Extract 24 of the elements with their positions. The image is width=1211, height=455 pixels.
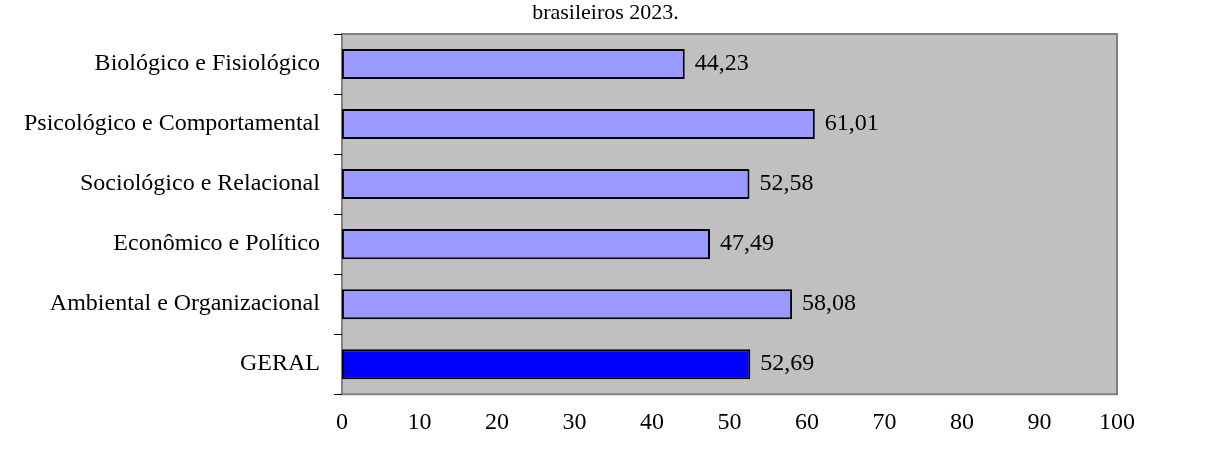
y-tick-label: Sociológico e Relacional [80, 169, 321, 196]
data-label: 52,69 [760, 349, 815, 376]
x-tick-label: 20 [484, 407, 509, 434]
data-label: 47,49 [720, 229, 775, 256]
chart-title: brasileiros 2023. [531, 0, 680, 24]
y-tick-label: Ambiental e Organizacional [49, 289, 321, 316]
data-label: 61,01 [824, 109, 879, 136]
x-tick-label: 10 [407, 407, 432, 434]
x-tick-label: 100 [1099, 407, 1135, 434]
x-tick-label: 40 [639, 407, 664, 434]
data-label: 44,23 [694, 49, 749, 76]
x-tick-label: 70 [872, 407, 897, 434]
x-tick-label: 80 [949, 407, 974, 434]
y-tick-label: Biológico e Fisiológico [94, 49, 320, 76]
x-tick-label: 50 [717, 407, 742, 434]
x-tick-label: 30 [562, 407, 587, 434]
y-tick-label: Econômico e Político [113, 229, 320, 256]
data-label: 52,58 [759, 169, 814, 196]
x-tick-label: 0 [335, 407, 348, 434]
x-tick-label: 90 [1027, 407, 1052, 434]
x-tick-label: 60 [794, 407, 819, 434]
y-tick-label: GERAL [239, 349, 320, 376]
y-tick-label: Psicológico e Comportamental [23, 109, 321, 136]
data-label: 58,08 [802, 289, 857, 316]
